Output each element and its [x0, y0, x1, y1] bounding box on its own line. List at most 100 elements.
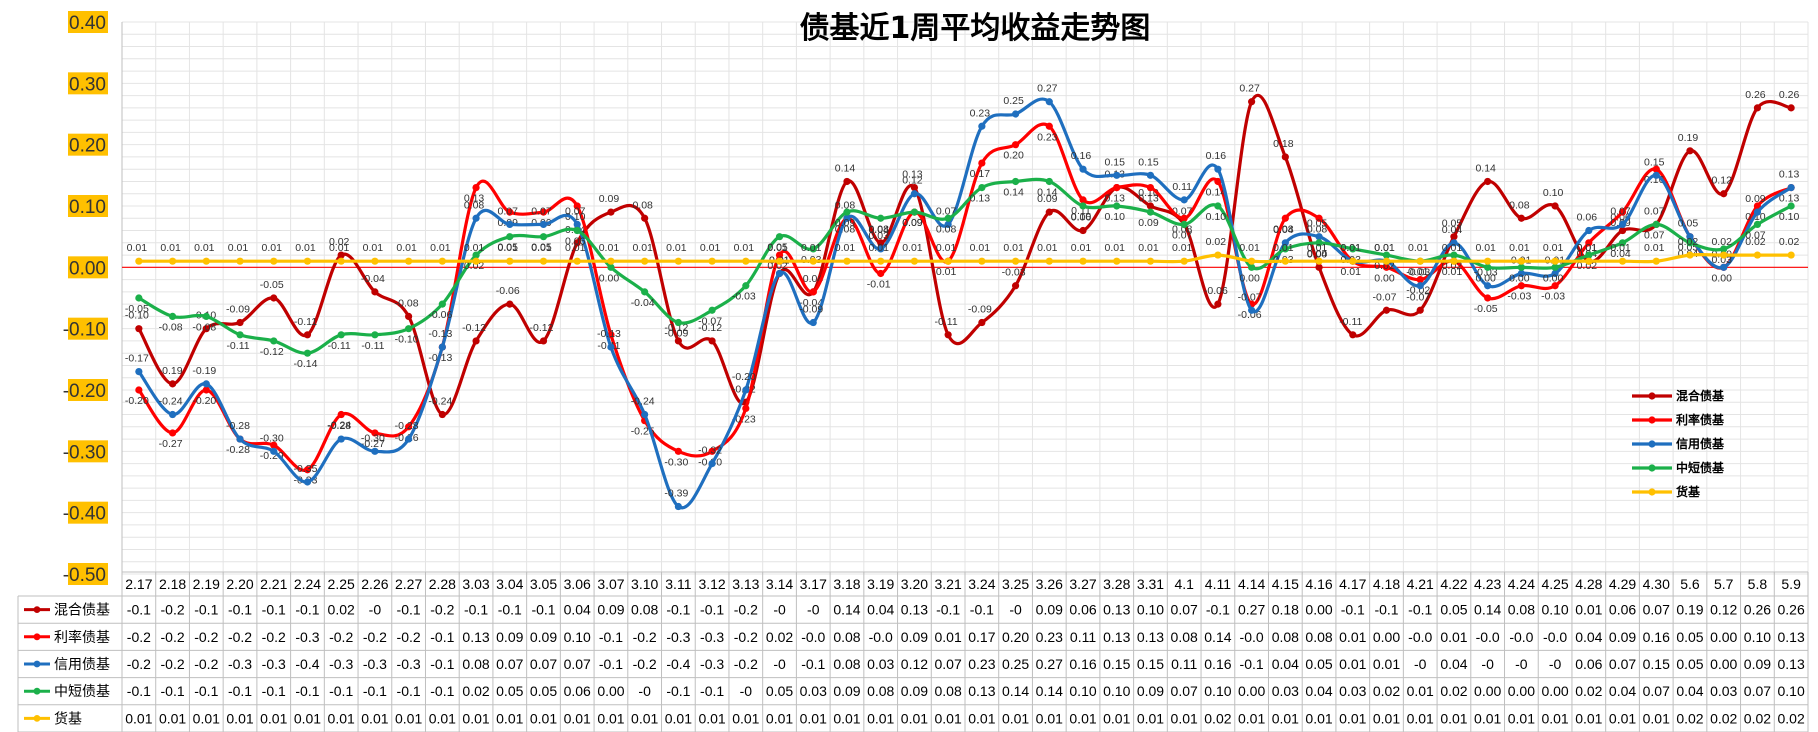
data-point — [1551, 202, 1559, 210]
data-point — [1315, 214, 1323, 222]
table-cell: -0 — [1009, 602, 1022, 618]
data-point — [1079, 226, 1087, 235]
y-tick-label: 0.00 — [69, 258, 106, 279]
data-point — [506, 257, 514, 265]
data-point — [1011, 141, 1020, 149]
table-cell: 0.09 — [901, 683, 928, 699]
x-tick-label: 2.27 — [395, 576, 422, 592]
table-cell: 0.13 — [1778, 629, 1805, 645]
table-cell: -0.3 — [228, 656, 252, 672]
x-tick-label: 4.22 — [1440, 576, 1467, 592]
data-label: 0.09 — [599, 193, 620, 205]
data-point — [405, 257, 413, 265]
data-point — [1281, 239, 1289, 247]
table-cell: 0.01 — [1474, 710, 1501, 726]
table-cell: -0.1 — [531, 602, 555, 618]
table-cell: -0.1 — [228, 602, 252, 618]
table-cell: 0.01 — [496, 710, 523, 726]
table-cell: 0.01 — [429, 710, 456, 726]
data-point — [371, 429, 379, 437]
table-cell: 0.01 — [1103, 710, 1130, 726]
data-label: -0.20 — [125, 395, 149, 407]
data-point — [168, 429, 177, 437]
legend-marker — [1648, 440, 1656, 448]
data-label: 0.10 — [1543, 187, 1564, 199]
table-cell: 0.10 — [1103, 683, 1130, 699]
data-label: -0.07 — [1238, 291, 1262, 303]
table-cell: 0.01 — [833, 710, 860, 726]
data-point — [1787, 202, 1795, 210]
data-point — [978, 184, 986, 192]
data-label: 0.01 — [194, 242, 215, 254]
data-label: 0.02 — [767, 260, 788, 272]
data-point — [1618, 220, 1627, 228]
data-point — [202, 325, 210, 333]
x-tick-label: 3.24 — [968, 576, 995, 592]
data-label: -0.04 — [799, 273, 823, 285]
table-cell: 0.14 — [1474, 602, 1501, 618]
data-label: -0.11 — [935, 316, 958, 328]
data-label: 0.02 — [1745, 236, 1766, 248]
table-cell: -0.1 — [430, 683, 454, 699]
data-label: 0.13 — [1105, 193, 1126, 205]
data-point — [303, 466, 312, 474]
table-cell: -0.1 — [666, 602, 690, 618]
table-cell: -0.0 — [1509, 629, 1533, 645]
data-point — [1382, 263, 1391, 271]
table-cell: -0.3 — [262, 656, 286, 672]
data-point — [910, 184, 919, 192]
data-point — [1585, 226, 1593, 235]
table-cell: -0.0 — [869, 629, 893, 645]
data-point — [1450, 251, 1458, 259]
data-label: 0.01 — [599, 242, 620, 254]
x-tick-label: 3.12 — [698, 576, 725, 592]
data-point — [1315, 239, 1323, 247]
table-cell: -0.3 — [666, 629, 690, 645]
table-cell: -0.1 — [228, 683, 252, 699]
data-point — [472, 214, 480, 222]
data-point — [1686, 251, 1694, 259]
data-point — [1382, 251, 1391, 259]
table-cell: -0.1 — [194, 683, 218, 699]
data-point — [944, 331, 952, 339]
table-cell: 0.05 — [496, 683, 523, 699]
data-label: 0.06 — [565, 236, 586, 248]
data-label: 0.01 — [1408, 266, 1429, 278]
data-label: -0.06 — [496, 285, 520, 297]
table-cell: 0.07 — [564, 656, 591, 672]
data-point — [573, 239, 581, 247]
table-cell: 0.01 — [1407, 710, 1434, 726]
table-marker — [33, 606, 41, 613]
data-point — [1720, 190, 1728, 198]
y-tick-bg — [68, 11, 108, 33]
data-point — [1146, 257, 1155, 265]
data-point — [1450, 233, 1458, 241]
data-point — [270, 337, 278, 345]
table-cell: 0.12 — [901, 656, 928, 672]
table-cell: -0.2 — [734, 629, 758, 645]
table-cell: -0.0 — [1476, 629, 1500, 645]
table-cell: -0 — [1549, 656, 1562, 672]
data-point — [337, 331, 345, 339]
data-point — [742, 404, 750, 412]
data-point — [1450, 239, 1458, 247]
data-point — [270, 257, 278, 265]
table-cell: -0.0 — [1543, 629, 1567, 645]
data-label: 0.20 — [1003, 150, 1024, 162]
data-point — [405, 423, 413, 431]
data-label: 0.25 — [1003, 95, 1024, 107]
table-cell: 0.15 — [1137, 656, 1164, 672]
x-tick-label: 3.05 — [530, 576, 557, 592]
data-label: 0.26 — [1745, 89, 1766, 101]
data-point — [1045, 257, 1053, 265]
data-label: 0.01 — [565, 242, 586, 254]
table-cell: 0.03 — [1272, 683, 1299, 699]
data-point — [236, 257, 244, 265]
data-label: 0.01 — [228, 242, 249, 254]
data-point — [1214, 251, 1222, 259]
data-label: -0.13 — [428, 328, 452, 340]
data-point — [674, 257, 682, 265]
data-label: 0.01 — [430, 242, 451, 254]
data-point — [202, 380, 210, 388]
data-point — [944, 220, 952, 228]
